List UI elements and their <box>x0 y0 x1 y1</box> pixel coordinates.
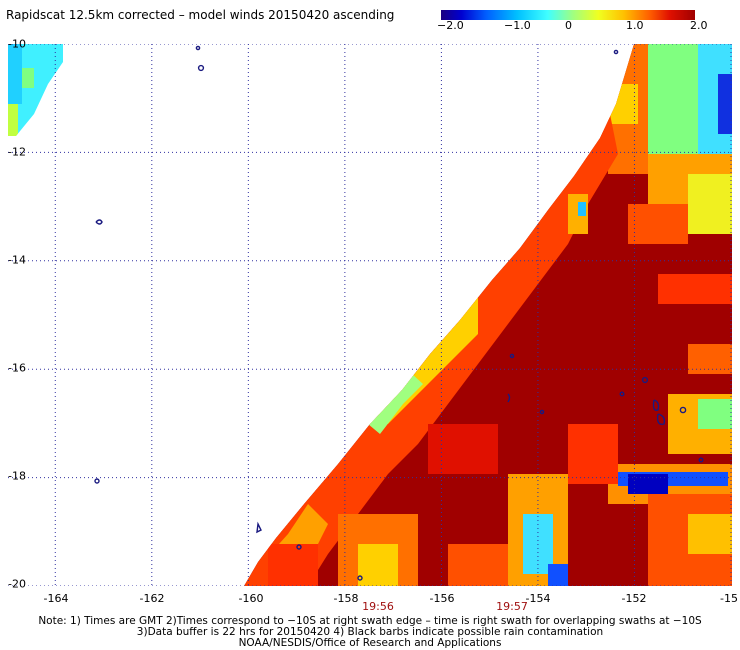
y-tick-label: -18 <box>8 469 26 483</box>
island-outline <box>698 457 704 463</box>
y-tick-label: -16 <box>8 361 26 375</box>
island-outline <box>613 49 619 55</box>
colorbar-tick: 2.0 <box>690 19 708 32</box>
island-outline <box>652 399 660 411</box>
island-outline <box>95 219 103 225</box>
x-tick-label: -156 <box>429 592 455 605</box>
island-outline <box>679 406 687 414</box>
colorbar <box>441 10 695 20</box>
y-tick-label: -12 <box>8 145 26 159</box>
land-outlines <box>94 45 704 581</box>
y-tick-label: -20 <box>8 577 26 591</box>
y-tick-label: -10 <box>8 37 26 51</box>
island-outline <box>357 575 363 581</box>
wind-map <box>8 44 732 586</box>
map-grid <box>8 44 732 586</box>
footnote-line: 3)Data buffer is 22 hrs for 20150420 4) … <box>136 626 604 638</box>
chart-title: Rapidscat 12.5km corrected – model winds… <box>6 8 395 22</box>
x-tick-label: -164 <box>43 592 69 605</box>
y-tick-label: -14 <box>8 253 26 267</box>
x-tick-label: -160 <box>238 592 264 605</box>
island-outline <box>656 413 666 425</box>
colorbar-tick: −2.0 <box>437 19 464 32</box>
footnote-line: Note: 1) Times are GMT 2)Times correspon… <box>38 615 702 627</box>
swath-time-label: 19:56 <box>362 600 394 613</box>
x-tick-label: -158 <box>333 592 359 605</box>
colorbar-tick: 0 <box>565 19 572 32</box>
island-outline <box>641 376 649 384</box>
footnote-line: NOAA/NESDIS/Office of Research and Appli… <box>238 637 502 649</box>
island-outline <box>197 64 205 72</box>
x-tick-label: -152 <box>621 592 647 605</box>
colorbar-tick: −1.0 <box>504 19 531 32</box>
island-outline <box>195 45 201 51</box>
island-outline <box>619 391 625 397</box>
swath-west <box>8 44 63 136</box>
island-outline <box>509 353 515 359</box>
x-tick-label: -154 <box>525 592 551 605</box>
island-outline <box>507 393 511 403</box>
island-outline <box>296 544 302 550</box>
island-outline <box>256 521 262 534</box>
island-outline <box>539 409 545 415</box>
swath-time-label: 19:57 <box>496 600 528 613</box>
x-tick-label: -162 <box>139 592 165 605</box>
x-tick-label: -15 <box>720 592 738 605</box>
swath-east <box>244 44 732 586</box>
island-outline <box>94 478 100 484</box>
wind-map-canvas <box>8 44 732 586</box>
colorbar-tick: 1.0 <box>626 19 644 32</box>
